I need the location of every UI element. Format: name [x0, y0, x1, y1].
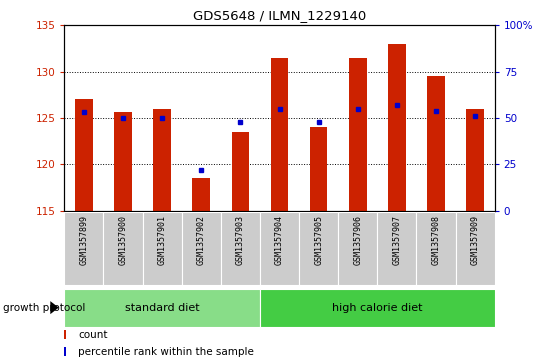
Bar	[75, 99, 93, 211]
Bar	[221, 212, 260, 285]
Bar	[310, 127, 328, 211]
Text: GSM1357899: GSM1357899	[79, 215, 88, 265]
Text: percentile rank within the sample: percentile rank within the sample	[78, 347, 254, 357]
Bar	[377, 212, 416, 285]
Bar	[416, 212, 456, 285]
Bar	[349, 58, 367, 211]
Bar	[338, 212, 377, 285]
Bar	[64, 289, 260, 327]
Bar	[388, 44, 406, 211]
Text: high calorie diet: high calorie diet	[332, 303, 423, 313]
Text: GDS5648 / ILMN_1229140: GDS5648 / ILMN_1229140	[193, 9, 366, 22]
Bar	[231, 132, 249, 211]
Bar	[153, 109, 171, 211]
Bar	[456, 212, 495, 285]
Text: GSM1357902: GSM1357902	[197, 215, 206, 265]
Text: growth protocol: growth protocol	[3, 303, 85, 313]
Bar	[64, 212, 103, 285]
Bar	[114, 113, 132, 211]
Text: GSM1357903: GSM1357903	[236, 215, 245, 265]
Text: GSM1357907: GSM1357907	[392, 215, 401, 265]
Bar	[260, 212, 299, 285]
Text: standard diet: standard diet	[125, 303, 200, 313]
Text: GSM1357901: GSM1357901	[158, 215, 167, 265]
Bar	[64, 330, 65, 339]
Bar	[192, 178, 210, 211]
Text: GSM1357905: GSM1357905	[314, 215, 323, 265]
Bar	[182, 212, 221, 285]
Text: GSM1357904: GSM1357904	[275, 215, 284, 265]
Bar	[299, 212, 338, 285]
Bar	[466, 109, 484, 211]
Bar	[143, 212, 182, 285]
Text: GSM1357900: GSM1357900	[119, 215, 127, 265]
Bar	[427, 76, 445, 211]
Text: count: count	[78, 330, 108, 340]
Bar	[103, 212, 143, 285]
Text: GSM1357909: GSM1357909	[471, 215, 480, 265]
Bar	[64, 347, 65, 356]
Bar	[260, 289, 495, 327]
Text: GSM1357906: GSM1357906	[353, 215, 362, 265]
Text: GSM1357908: GSM1357908	[432, 215, 440, 265]
Bar	[271, 58, 288, 211]
